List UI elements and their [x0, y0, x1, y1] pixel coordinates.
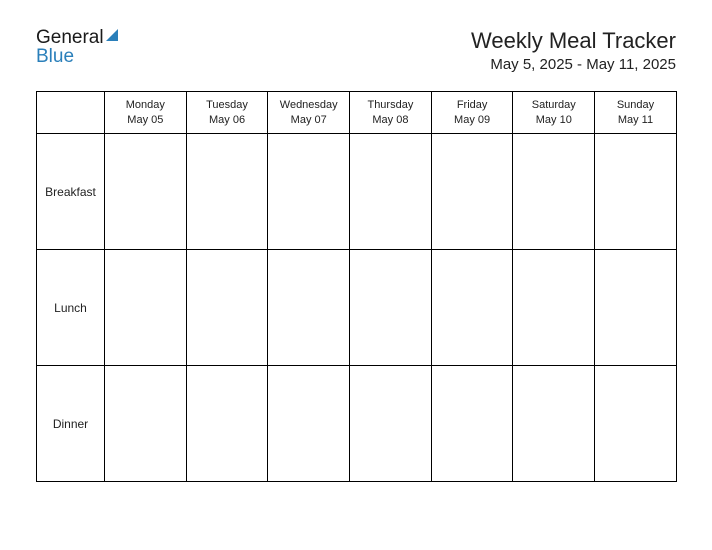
daydate: May 11: [597, 113, 674, 127]
header: General Blue Weekly Meal Tracker May 5, …: [36, 28, 676, 73]
daydate: May 09: [434, 113, 511, 127]
page: General Blue Weekly Meal Tracker May 5, …: [0, 0, 712, 482]
meal-cell[interactable]: [513, 366, 595, 482]
daydate: May 07: [270, 113, 347, 127]
col-header: FridayMay 09: [431, 92, 513, 134]
meal-cell[interactable]: [513, 250, 595, 366]
logo: General Blue: [36, 28, 123, 66]
date-range: May 5, 2025 - May 11, 2025: [471, 56, 676, 73]
dayname: Friday: [434, 98, 511, 112]
col-header: TuesdayMay 06: [186, 92, 268, 134]
title-block: Weekly Meal Tracker May 5, 2025 - May 11…: [471, 28, 676, 73]
meal-cell[interactable]: [350, 366, 432, 482]
logo-word2: Blue: [36, 46, 74, 67]
page-title: Weekly Meal Tracker: [471, 28, 676, 54]
col-header: SundayMay 11: [595, 92, 677, 134]
table-header-row: MondayMay 05 TuesdayMay 06 WednesdayMay …: [37, 92, 677, 134]
meal-cell[interactable]: [186, 134, 268, 250]
meal-cell[interactable]: [268, 366, 350, 482]
col-header: ThursdayMay 08: [350, 92, 432, 134]
dayname: Sunday: [597, 98, 674, 112]
daydate: May 06: [189, 113, 266, 127]
meal-cell[interactable]: [431, 250, 513, 366]
col-header: MondayMay 05: [105, 92, 187, 134]
daydate: May 10: [515, 113, 592, 127]
col-header: SaturdayMay 10: [513, 92, 595, 134]
meal-cell[interactable]: [431, 366, 513, 482]
meal-cell[interactable]: [105, 250, 187, 366]
dayname: Saturday: [515, 98, 592, 112]
logo-word1: General: [36, 27, 104, 48]
meal-cell[interactable]: [105, 134, 187, 250]
dayname: Wednesday: [270, 98, 347, 112]
meal-cell[interactable]: [595, 366, 677, 482]
meal-tracker-table: MondayMay 05 TuesdayMay 06 WednesdayMay …: [36, 91, 677, 482]
logo-sail-icon: [105, 28, 123, 47]
dayname: Monday: [107, 98, 184, 112]
header-blank: [37, 92, 105, 134]
daydate: May 08: [352, 113, 429, 127]
dayname: Thursday: [352, 98, 429, 112]
meal-cell[interactable]: [350, 134, 432, 250]
table-row: Breakfast: [37, 134, 677, 250]
meal-cell[interactable]: [431, 134, 513, 250]
meal-cell[interactable]: [186, 250, 268, 366]
row-label: Breakfast: [37, 134, 105, 250]
meal-cell[interactable]: [595, 134, 677, 250]
table-row: Dinner: [37, 366, 677, 482]
meal-cell[interactable]: [268, 250, 350, 366]
daydate: May 05: [107, 113, 184, 127]
row-label: Dinner: [37, 366, 105, 482]
col-header: WednesdayMay 07: [268, 92, 350, 134]
table-row: Lunch: [37, 250, 677, 366]
dayname: Tuesday: [189, 98, 266, 112]
meal-cell[interactable]: [186, 366, 268, 482]
meal-cell[interactable]: [105, 366, 187, 482]
row-label: Lunch: [37, 250, 105, 366]
meal-cell[interactable]: [513, 134, 595, 250]
meal-cell[interactable]: [268, 134, 350, 250]
meal-cell[interactable]: [350, 250, 432, 366]
meal-cell[interactable]: [595, 250, 677, 366]
logo-text: General Blue: [36, 28, 123, 66]
